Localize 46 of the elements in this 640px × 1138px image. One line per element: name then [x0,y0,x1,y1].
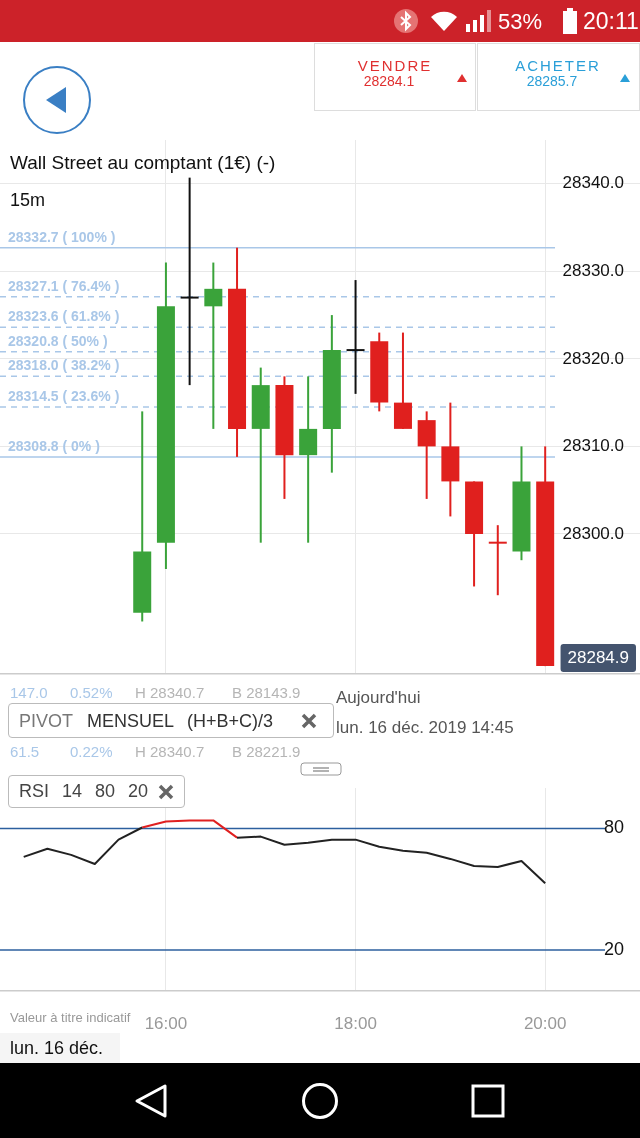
text: 0.22% [70,743,113,760]
text: H 28340.7 [135,684,205,701]
text: Wall Street au comptant (1€) (-) [10,152,276,174]
text: 61.5 [10,743,40,760]
text: Aujourd'hui [336,688,421,708]
text: PIVOT [19,711,74,732]
y-tick-label: 28320.0 [562,348,624,368]
ref-line-label: 28318.0 ( 38.2% ) [8,357,120,374]
candlestick [346,279,365,395]
candlestick [488,524,507,597]
text: 28285.7 [525,73,579,89]
text: lun. 16 déc. [0,1033,120,1063]
candlestick [204,261,223,430]
text: 53% [498,9,543,35]
candlestick [180,176,199,387]
ref-line-label: 28314.5 ( 23.6% ) [8,387,120,404]
text: MENSUEL [87,711,175,732]
text: 28284.1 [362,73,416,89]
text: (H+B+C)/3 [187,711,274,732]
x-tick-label: 16:00 [144,1014,188,1034]
y-tick-label: 28330.0 [562,261,624,280]
y-tick-label: 28300.0 [562,523,624,543]
y-tick-label: 20 [603,939,624,960]
annotation: 28284.9 [567,647,629,667]
text: 20:11 [583,8,639,35]
text: 0.52% [70,684,113,701]
chart-title: RSI 14 80 20 [19,781,149,802]
y-tick-label: 28310.0 [562,436,624,456]
y-tick-label: 80 [603,817,624,838]
x-tick-label: 18:00 [334,1014,377,1034]
x-tick-label: 20:00 [523,1014,567,1034]
text: 147.0 [10,684,48,701]
y-tick-label: 28340.0 [562,173,624,193]
ref-line-label: 28327.1 ( 76.4% ) [8,277,120,294]
text: B 28221.9 [232,743,301,760]
ref-line-label: 28308.8 ( 0% ) [8,437,100,454]
ref-line-label: 28323.6 ( 61.8% ) [8,308,120,325]
text: lun. 16 déc. 2019 14:45 [336,718,514,738]
text: Valeur à titre indicatif [10,1010,131,1025]
text: ACHETER [514,57,602,74]
ref-line-label: 28320.8 ( 50% ) [8,332,108,349]
ref-line-label: 28332.7 ( 100% ) [8,228,116,245]
text: H 28340.7 [135,743,205,760]
text: VENDRE [356,57,434,74]
text: B 28143.9 [232,684,301,701]
text: 15m [10,190,46,211]
